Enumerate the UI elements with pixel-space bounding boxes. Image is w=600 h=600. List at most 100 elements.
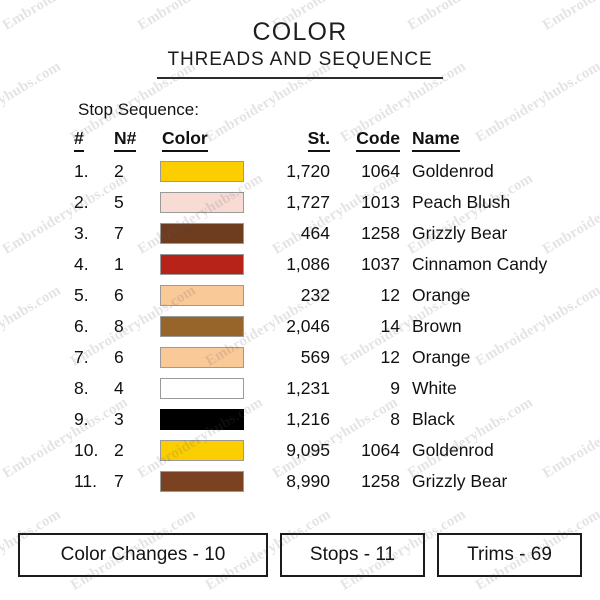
row-index: 10. <box>74 440 99 460</box>
row-name: Cinnamon Candy <box>412 254 548 274</box>
row-stitches: 232 <box>300 285 330 305</box>
row-index: 1. <box>74 161 89 181</box>
row-name: Grizzly Bear <box>412 471 508 491</box>
row-name: White <box>412 378 457 398</box>
row-index: 3. <box>74 223 89 243</box>
row-needle: 5 <box>114 192 124 212</box>
row-index: 11. <box>74 471 98 491</box>
column-header-needle: N# <box>114 128 152 156</box>
row-color-swatch-cell <box>152 466 262 497</box>
row-stitches: 1,231 <box>286 378 330 398</box>
column-header-code: Code <box>342 128 410 156</box>
column-header-stitches: St. <box>262 128 342 156</box>
row-index: 8. <box>74 378 89 398</box>
row-index: 5. <box>74 285 89 305</box>
summary-row: Color Changes - 10 Stops - 11 Trims - 69 <box>0 533 600 577</box>
row-needle: 3 <box>114 409 124 429</box>
row-color-swatch-cell <box>152 404 262 435</box>
row-stitches: 1,720 <box>286 161 330 181</box>
color-swatch <box>160 440 244 461</box>
row-color-swatch-cell <box>152 342 262 373</box>
row-index: 6. <box>74 316 89 336</box>
table-header: # N# Color St. Code Name <box>72 128 547 156</box>
column-header-color: Color <box>152 128 262 156</box>
stops-box: Stops - 11 <box>280 533 425 577</box>
table-row: 7. 6 569 12 Orange <box>72 342 547 373</box>
row-name: Peach Blush <box>412 192 511 212</box>
color-swatch <box>160 192 244 213</box>
color-swatch <box>160 378 244 399</box>
row-needle: 1 <box>114 254 124 274</box>
row-needle: 6 <box>114 347 124 367</box>
row-code: 1037 <box>361 254 400 274</box>
table-row: 1. 2 1,720 1064 Goldenrod <box>72 156 547 187</box>
table-row: 11. 7 8,990 1258 Grizzly Bear <box>72 466 547 497</box>
row-color-swatch-cell <box>152 218 262 249</box>
page-header: COLOR THREADS AND SEQUENCE <box>0 0 600 80</box>
row-stitches: 1,727 <box>286 192 330 212</box>
row-index: 2. <box>74 192 89 212</box>
row-index: 7. <box>74 347 89 367</box>
row-name: Grizzly Bear <box>412 223 508 243</box>
row-name: Goldenrod <box>412 161 494 181</box>
stop-sequence-label: Stop Sequence: <box>78 100 199 119</box>
color-sequence-table: # N# Color St. Code Name 1. 2 1,720 1064 Gol… <box>72 128 547 497</box>
row-needle: 7 <box>114 471 124 491</box>
color-swatch <box>160 347 244 368</box>
table-row: 8. 4 1,231 9 White <box>72 373 547 404</box>
trims-box: Trims - 69 <box>437 533 582 577</box>
row-name: Goldenrod <box>412 440 494 460</box>
row-color-swatch-cell <box>152 187 262 218</box>
table-row: 3. 7 464 1258 Grizzly Bear <box>72 218 547 249</box>
row-stitches: 1,086 <box>286 254 330 274</box>
color-swatch <box>160 316 244 337</box>
title-divider <box>157 77 443 80</box>
row-stitches: 464 <box>300 223 330 243</box>
row-stitches: 2,046 <box>286 316 330 336</box>
row-stitches: 8,990 <box>286 471 330 491</box>
row-index: 4. <box>74 254 89 274</box>
row-code: 9 <box>390 378 400 398</box>
row-stitches: 1,216 <box>286 409 330 429</box>
row-code: 1064 <box>361 440 400 460</box>
color-swatch <box>160 471 244 492</box>
table-row: 10. 2 9,095 1064 Goldenrod <box>72 435 547 466</box>
row-needle: 2 <box>114 161 124 181</box>
row-stitches: 569 <box>300 347 330 367</box>
row-code: 12 <box>380 347 400 367</box>
row-code: 14 <box>380 316 400 336</box>
row-name: Orange <box>412 347 471 367</box>
row-stitches: 9,095 <box>286 440 330 460</box>
row-color-swatch-cell <box>152 249 262 280</box>
color-swatch <box>160 254 244 275</box>
row-name: Orange <box>412 285 471 305</box>
table-row: 5. 6 232 12 Orange <box>72 280 547 311</box>
color-swatch <box>160 285 244 306</box>
row-code: 1258 <box>361 223 400 243</box>
color-swatch <box>160 223 244 244</box>
row-needle: 4 <box>114 378 124 398</box>
row-code: 1258 <box>361 471 400 491</box>
row-name: Black <box>412 409 455 429</box>
row-needle: 8 <box>114 316 124 336</box>
page-title: COLOR <box>252 18 348 46</box>
row-code: 8 <box>390 409 400 429</box>
color-changes-box: Color Changes - 10 <box>18 533 268 577</box>
table-row: 6. 8 2,046 14 Brown <box>72 311 547 342</box>
row-needle: 7 <box>114 223 124 243</box>
table-row: 9. 3 1,216 8 Black <box>72 404 547 435</box>
row-color-swatch-cell <box>152 280 262 311</box>
table-row: 4. 1 1,086 1037 Cinnamon Candy <box>72 249 547 280</box>
page-subtitle: THREADS AND SEQUENCE <box>167 48 433 70</box>
row-needle: 2 <box>114 440 124 460</box>
row-color-swatch-cell <box>152 373 262 404</box>
color-swatch <box>160 161 244 182</box>
row-index: 9. <box>74 409 89 429</box>
table-body: 1. 2 1,720 1064 Goldenrod 2. 5 1,727 1013 Peach B… <box>72 156 547 497</box>
row-needle: 6 <box>114 285 124 305</box>
row-color-swatch-cell <box>152 311 262 342</box>
color-swatch <box>160 409 244 430</box>
table-row: 2. 5 1,727 1013 Peach Blush <box>72 187 547 218</box>
row-name: Brown <box>412 316 462 336</box>
